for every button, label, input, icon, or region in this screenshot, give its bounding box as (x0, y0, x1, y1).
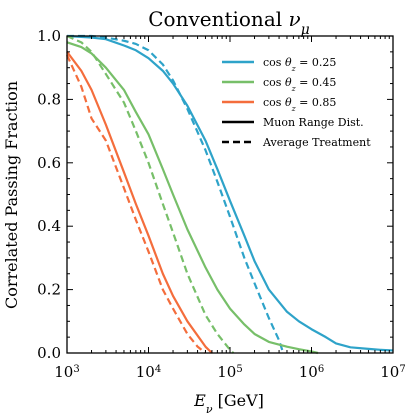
x-tick-label: 107 (380, 363, 405, 381)
x-tick-label: 106 (299, 363, 324, 381)
legend-label: cos θz = 0.45 (263, 76, 336, 93)
series-line-5 (66, 51, 213, 354)
series-line-2 (67, 34, 285, 354)
legend: cos θz = 0.25 cos θz = 0.45 cos θz = 0.85 M… (222, 56, 371, 149)
y-tick-label: 0.6 (37, 154, 61, 172)
legend-label: cos θz = 0.85 (263, 96, 336, 113)
legend-label: Average Treatment (262, 136, 371, 149)
series-line-4 (66, 34, 235, 354)
y-tick-label: 1.0 (37, 27, 61, 45)
x-tick-label: 105 (217, 363, 242, 381)
x-tick-label: 103 (54, 363, 79, 381)
x-tick-label: 104 (136, 363, 161, 381)
y-tick-labels: 0.0 0.2 0.4 0.6 0.8 1.0 (37, 27, 61, 362)
axis-ticks (66, 35, 394, 354)
plot-frame (66, 35, 394, 354)
series-layer (65, 34, 394, 355)
x-tick-labels: 103 104 105 106 107 (54, 363, 405, 381)
y-tick-label: 0.2 (37, 281, 61, 299)
x-axis-label: Eν [GeV] (193, 391, 264, 416)
y-tick-label: 0.8 (37, 90, 61, 108)
legend-label: cos θz = 0.25 (263, 56, 336, 73)
chart-title: Conventional νμ (148, 7, 310, 38)
series-line-1 (66, 34, 394, 352)
legend-label: Muon Range Dist. (263, 116, 364, 129)
y-axis-label: Correlated Passing Fraction (2, 81, 21, 309)
series-line-3 (66, 41, 319, 355)
y-tick-label: 0.0 (37, 344, 61, 362)
y-tick-label: 0.4 (37, 217, 61, 235)
